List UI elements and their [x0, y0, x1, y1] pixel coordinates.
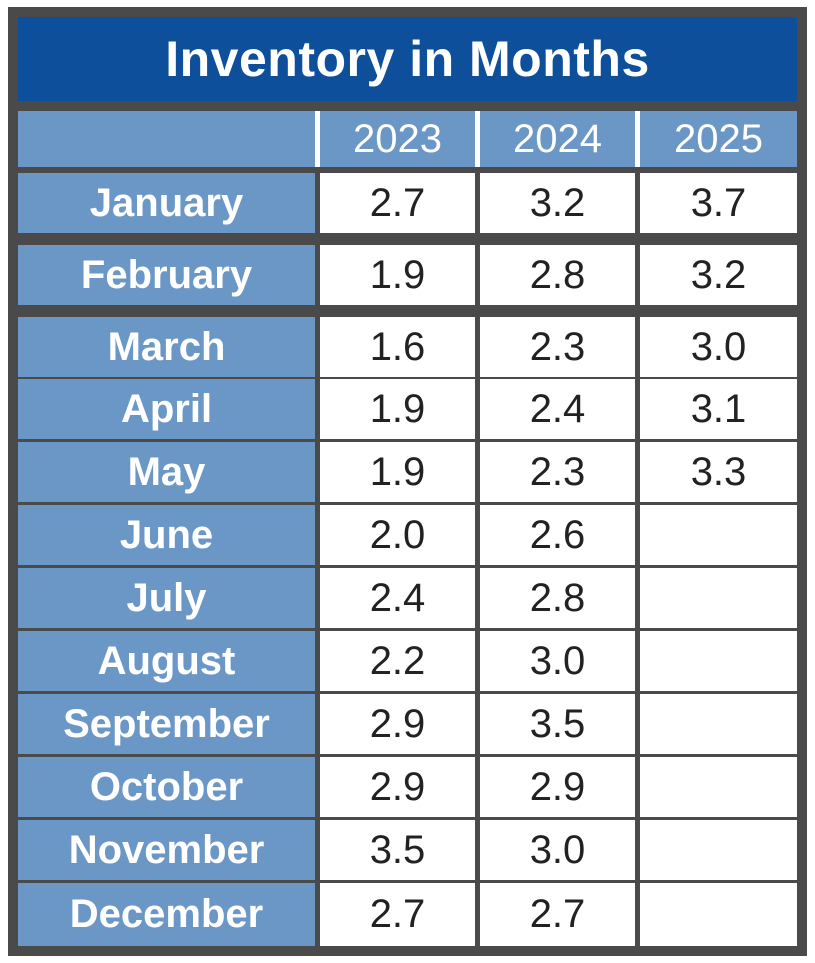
- value-cell-february-2023: 1.9: [320, 245, 475, 305]
- value-cell-may-2025: 3.3: [640, 442, 797, 502]
- value-cell-march-2023: 1.6: [320, 317, 475, 377]
- value-cell-september-2023: 2.9: [320, 694, 475, 754]
- row-label-january: January: [18, 173, 315, 233]
- value-cell-september-2024: 3.5: [480, 694, 635, 754]
- value-cell-november-2023: 3.5: [320, 820, 475, 880]
- row-label-december: December: [18, 883, 315, 946]
- value-cell-october-2024: 2.9: [480, 757, 635, 817]
- value-cell-january-2024: 3.2: [480, 173, 635, 233]
- header-year-2025: 2025: [640, 111, 797, 167]
- value-cell-march-2025: 3.0: [640, 317, 797, 377]
- value-cell-june-2024: 2.6: [480, 505, 635, 565]
- table-title: Inventory in Months: [18, 17, 797, 101]
- value-cell-may-2024: 2.3: [480, 442, 635, 502]
- value-cell-july-2023: 2.4: [320, 568, 475, 628]
- value-cell-june-2025: [640, 505, 797, 565]
- header-corner-cell: [18, 111, 315, 167]
- value-cell-december-2024: 2.7: [480, 883, 635, 946]
- value-cell-february-2025: 3.2: [640, 245, 797, 305]
- value-cell-december-2023: 2.7: [320, 883, 475, 946]
- value-cell-july-2024: 2.8: [480, 568, 635, 628]
- value-cell-august-2025: [640, 631, 797, 691]
- value-cell-april-2025: 3.1: [640, 379, 797, 439]
- row-label-june: June: [18, 505, 315, 565]
- value-cell-december-2025: [640, 883, 797, 946]
- value-cell-august-2024: 3.0: [480, 631, 635, 691]
- value-cell-april-2023: 1.9: [320, 379, 475, 439]
- header-divider: [315, 111, 320, 167]
- table-frame: Inventory in Months 2023 2024 2025 January 2…: [8, 7, 807, 956]
- row-label-may: May: [18, 442, 315, 502]
- header-divider: [475, 111, 480, 167]
- value-cell-january-2023: 2.7: [320, 173, 475, 233]
- value-cell-june-2023: 2.0: [320, 505, 475, 565]
- row-label-july: July: [18, 568, 315, 628]
- value-cell-february-2024: 2.8: [480, 245, 635, 305]
- value-cell-november-2025: [640, 820, 797, 880]
- value-cell-january-2025: 3.7: [640, 173, 797, 233]
- value-cell-october-2023: 2.9: [320, 757, 475, 817]
- value-cell-october-2025: [640, 757, 797, 817]
- value-cell-july-2025: [640, 568, 797, 628]
- row-label-august: August: [18, 631, 315, 691]
- row-label-october: October: [18, 757, 315, 817]
- header-divider: [635, 111, 640, 167]
- value-cell-may-2023: 1.9: [320, 442, 475, 502]
- row-label-november: November: [18, 820, 315, 880]
- header-year-2023: 2023: [320, 111, 475, 167]
- header-year-2024: 2024: [480, 111, 635, 167]
- value-cell-november-2024: 3.0: [480, 820, 635, 880]
- value-cell-august-2023: 2.2: [320, 631, 475, 691]
- value-cell-march-2024: 2.3: [480, 317, 635, 377]
- row-label-september: September: [18, 694, 315, 754]
- row-label-february: February: [18, 245, 315, 305]
- row-label-april: April: [18, 379, 315, 439]
- row-label-march: March: [18, 317, 315, 377]
- value-cell-april-2024: 2.4: [480, 379, 635, 439]
- inventory-table: 2023 2024 2025 January 2.7 3.2 3.7 February 1.9 2…: [18, 111, 797, 946]
- value-cell-september-2025: [640, 694, 797, 754]
